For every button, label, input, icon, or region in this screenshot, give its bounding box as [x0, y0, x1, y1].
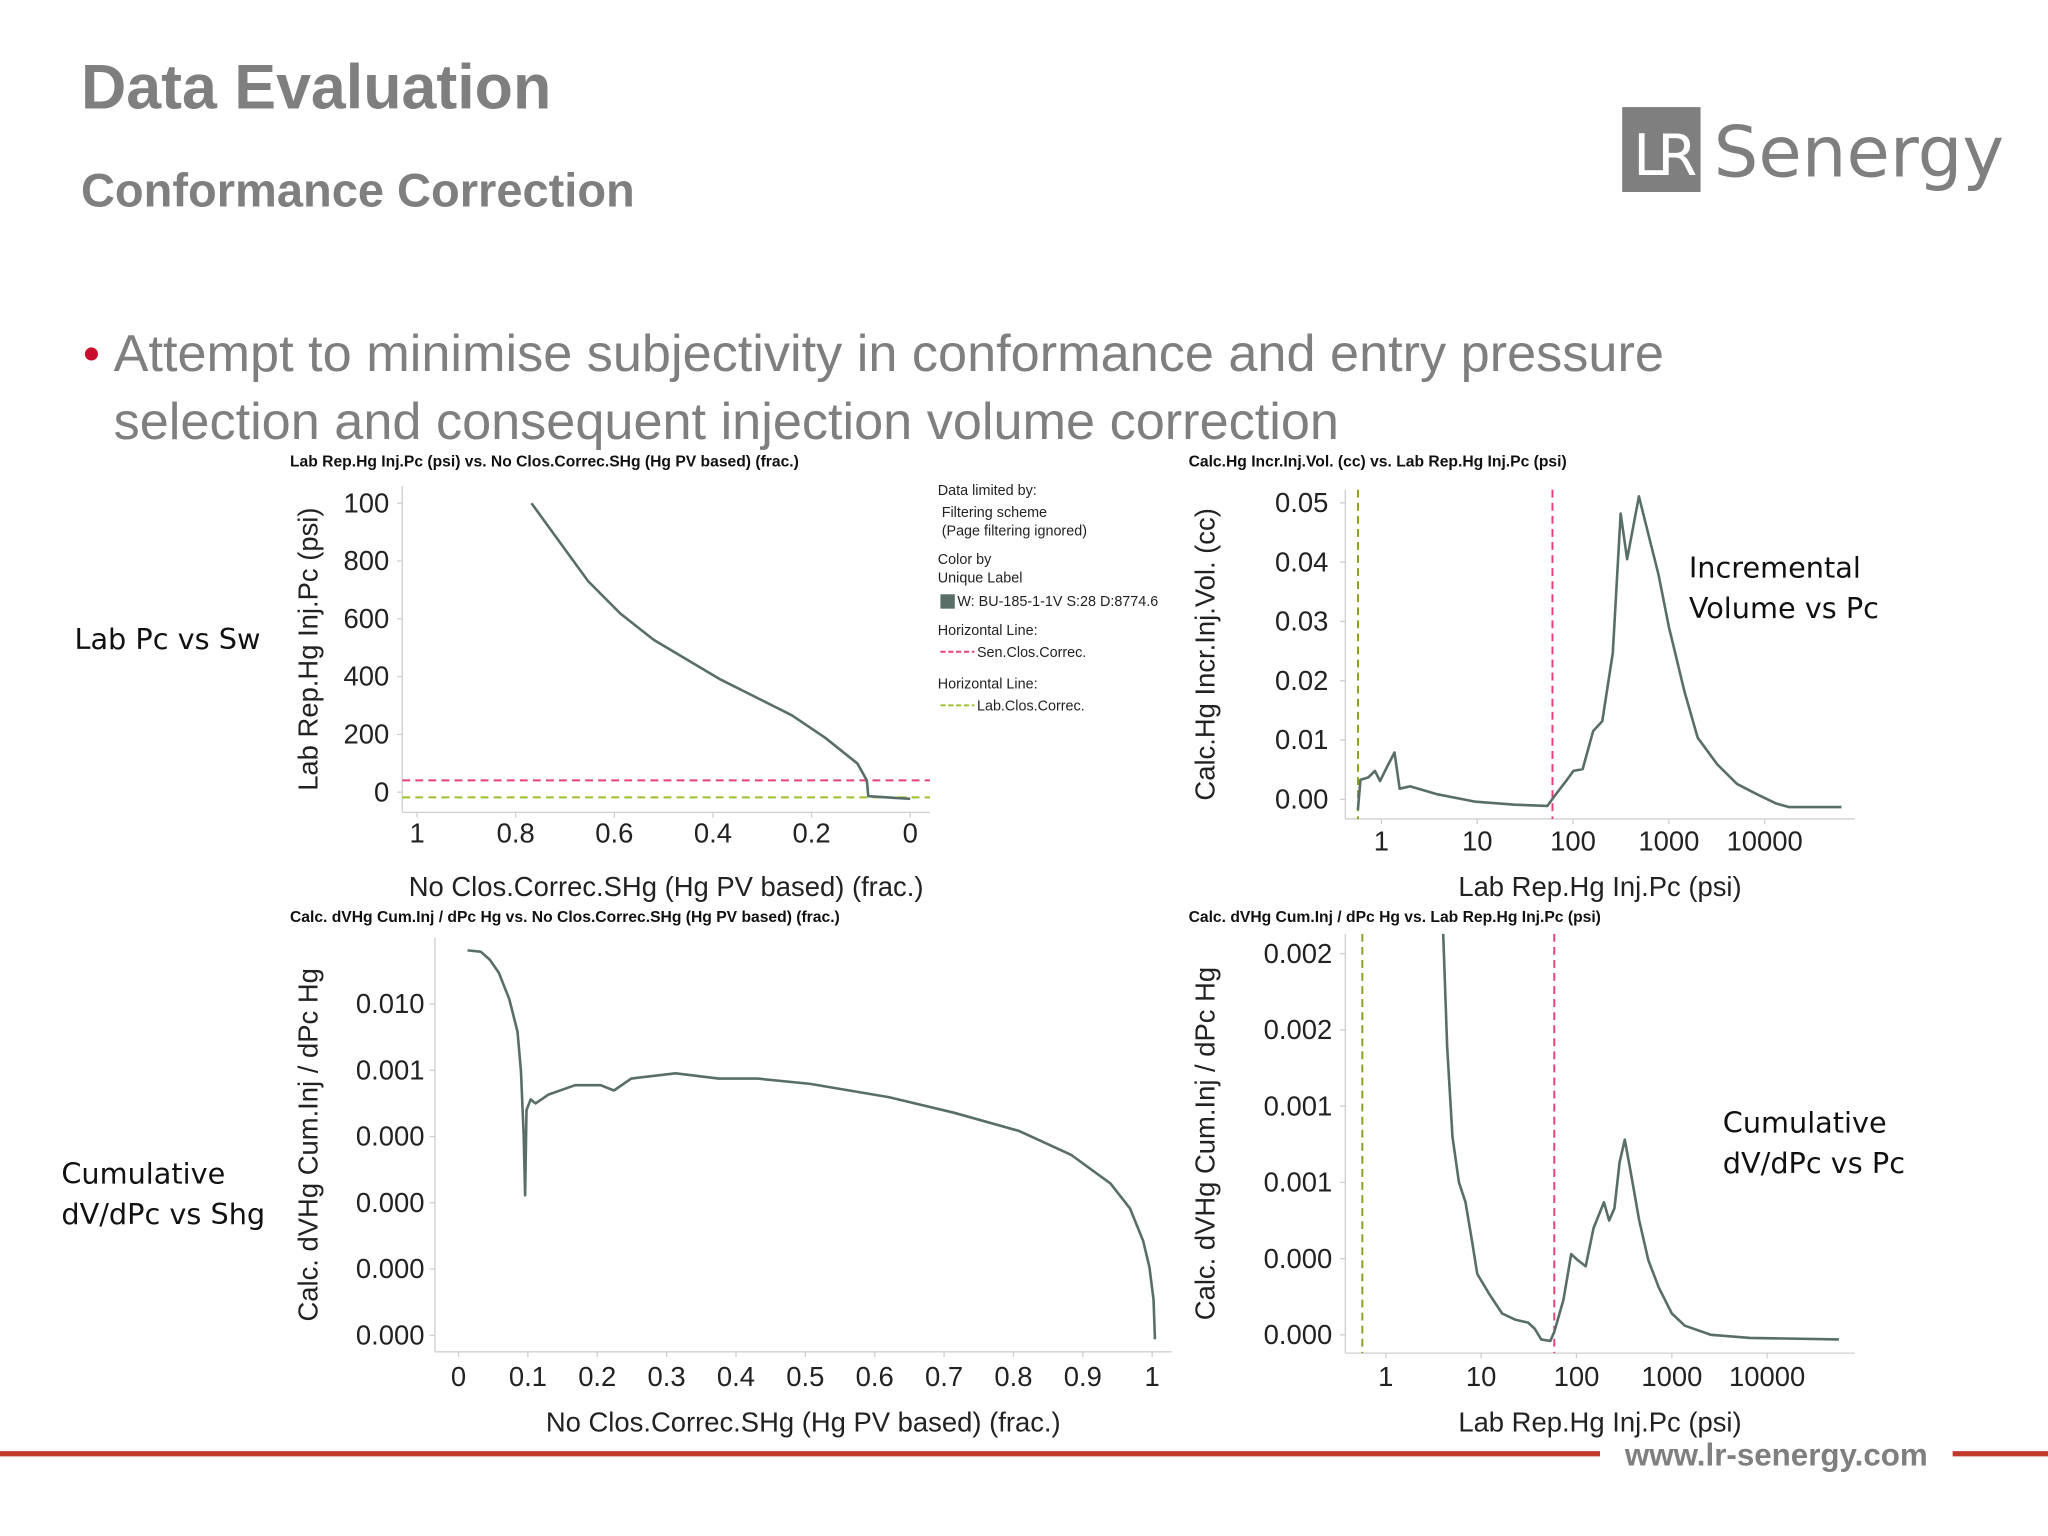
legend-entry: Sen.Clos.Correc. — [977, 645, 1086, 661]
y-tick-label: 0.001 — [1264, 1167, 1333, 1198]
y-tick-label: 0.00 — [1275, 784, 1328, 815]
x-tick-label: 0 — [903, 817, 918, 848]
bullet-text: selection and consequent injection volum… — [114, 393, 1339, 451]
y-tick-label: 400 — [343, 661, 389, 692]
y-tick-label: 0 — [374, 776, 389, 807]
y-tick-label: 0.002 — [1264, 938, 1333, 969]
y-tick-label: 0.03 — [1275, 606, 1328, 637]
x-axis-label: No Clos.Correc.SHg (Hg PV based) (frac.) — [546, 1407, 1061, 1438]
x-tick-label: 0.4 — [694, 817, 732, 848]
x-tick-label: 100 — [1554, 1361, 1600, 1392]
logo-name: Senergy — [1714, 111, 2004, 193]
x-tick-label: 0 — [451, 1361, 466, 1392]
y-tick-label: 800 — [343, 545, 389, 576]
footer-url: www.lr-senergy.com — [1624, 1437, 1928, 1472]
x-axis-label: Lab Rep.Hg Inj.Pc (psi) — [1458, 871, 1741, 902]
legend-note: Horizontal Line: — [938, 676, 1038, 692]
logo-box — [1622, 107, 1701, 192]
y-tick-label: 0.000 — [356, 1319, 425, 1350]
x-tick-label: 10000 — [1729, 1361, 1805, 1392]
x-tick-label: 1 — [409, 817, 424, 848]
x-tick-label: 0.8 — [497, 817, 535, 848]
slide-title: Data Evaluation — [81, 52, 551, 122]
y-tick-label: 0.000 — [356, 1121, 425, 1152]
legend-swatch — [940, 594, 955, 609]
x-tick-label: 1 — [1378, 1361, 1393, 1392]
x-tick-label: 0.9 — [1064, 1361, 1102, 1392]
legend-note: Color by — [938, 552, 992, 568]
legend-entry: Lab.Clos.Correc. — [977, 699, 1085, 715]
x-tick-label: 10 — [1466, 1361, 1496, 1392]
side-label: Cumulative — [1723, 1105, 1887, 1139]
x-tick-label: 1 — [1374, 825, 1389, 856]
legend-note: Horizontal Line: — [938, 623, 1038, 639]
y-tick-label: 0.000 — [356, 1187, 425, 1218]
x-tick-label: 0.4 — [717, 1361, 755, 1392]
side-label: Volume vs Pc — [1689, 591, 1879, 625]
legend-entry: W: BU-185-1-1V S:28 D:8774.6 — [957, 594, 1158, 610]
x-tick-label: 100 — [1550, 825, 1596, 856]
y-tick-label: 200 — [343, 719, 389, 750]
legend-note: Unique Label — [938, 571, 1023, 587]
x-tick-label: 0.3 — [648, 1361, 686, 1392]
data-line — [1356, 495, 1842, 811]
y-tick-label: 0.04 — [1275, 546, 1328, 577]
data-line — [530, 502, 911, 801]
side-label: Cumulative — [61, 1156, 225, 1190]
x-tick-label: 0.5 — [786, 1361, 824, 1392]
x-tick-label: 0.8 — [994, 1361, 1032, 1392]
side-label: Lab Pc vs Sw — [74, 622, 260, 656]
y-tick-label: 0.05 — [1275, 487, 1328, 518]
x-tick-label: 0.6 — [595, 817, 633, 848]
x-tick-label: 1000 — [1638, 825, 1699, 856]
x-tick-label: 0.2 — [578, 1361, 616, 1392]
y-tick-label: 0.000 — [356, 1253, 425, 1284]
slide-subtitle: Conformance Correction — [81, 163, 635, 216]
chart-title: Calc.Hg Incr.Inj.Vol. (cc) vs. Lab Rep.H… — [1189, 453, 1567, 470]
x-axis-label: Lab Rep.Hg Inj.Pc (psi) — [1458, 1407, 1741, 1438]
x-tick-label: 1000 — [1641, 1361, 1702, 1392]
y-tick-label: 100 — [343, 487, 389, 518]
y-tick-label: 0.000 — [1264, 1243, 1333, 1274]
data-line — [1441, 933, 1839, 1343]
x-tick-label: 1 — [1145, 1361, 1160, 1392]
side-label: dV/dPc vs Pc — [1723, 1146, 1905, 1180]
x-tick-label: 0.2 — [793, 817, 831, 848]
y-tick-label: 0.002 — [1264, 1014, 1333, 1045]
logo-mark: LR — [1633, 122, 1696, 189]
y-tick-label: 600 — [343, 603, 389, 634]
x-tick-label: 0.6 — [856, 1361, 894, 1392]
y-tick-label: 0.000 — [1264, 1319, 1333, 1350]
y-tick-label: 0.010 — [356, 988, 425, 1019]
data-line — [467, 949, 1157, 1340]
x-axis-label: No Clos.Correc.SHg (Hg PV based) (frac.) — [409, 871, 924, 902]
side-label: dV/dPc vs Shg — [61, 1197, 265, 1231]
bullet-dot — [84, 347, 98, 361]
x-tick-label: 0.1 — [509, 1361, 547, 1392]
chart-title: Calc. dVHg Cum.Inj / dPc Hg vs. Lab Rep.… — [1189, 909, 1601, 926]
legend-note: Data limited by: — [938, 483, 1037, 499]
y-tick-label: 0.001 — [356, 1054, 425, 1085]
y-tick-label: 0.01 — [1275, 724, 1328, 755]
y-axis-label: Calc. dVHg Cum.Inj / dPc Hg — [1190, 967, 1221, 1320]
legend-note: Filtering scheme — [942, 505, 1047, 521]
chart-title: Lab Rep.Hg Inj.Pc (psi) vs. No Clos.Corr… — [290, 453, 799, 470]
y-axis-label: Calc.Hg Incr.Inj.Vol. (cc) — [1190, 508, 1221, 800]
x-tick-label: 10000 — [1727, 825, 1803, 856]
bullet-text: Attempt to minimise subjectivity in conf… — [114, 325, 1664, 383]
y-axis-label: Calc. dVHg Cum.Inj / dPc Hg — [292, 968, 323, 1321]
y-axis-label: Lab Rep.Hg Inj.Pc (psi) — [292, 507, 323, 790]
side-label: Incremental — [1689, 550, 1861, 584]
legend-note: (Page filtering ignored) — [942, 524, 1087, 540]
chart-title: Calc. dVHg Cum.Inj / dPc Hg vs. No Clos.… — [290, 909, 840, 926]
x-tick-label: 0.7 — [925, 1361, 963, 1392]
y-tick-label: 0.001 — [1264, 1090, 1333, 1121]
x-tick-label: 10 — [1462, 825, 1492, 856]
y-tick-label: 0.02 — [1275, 665, 1328, 696]
